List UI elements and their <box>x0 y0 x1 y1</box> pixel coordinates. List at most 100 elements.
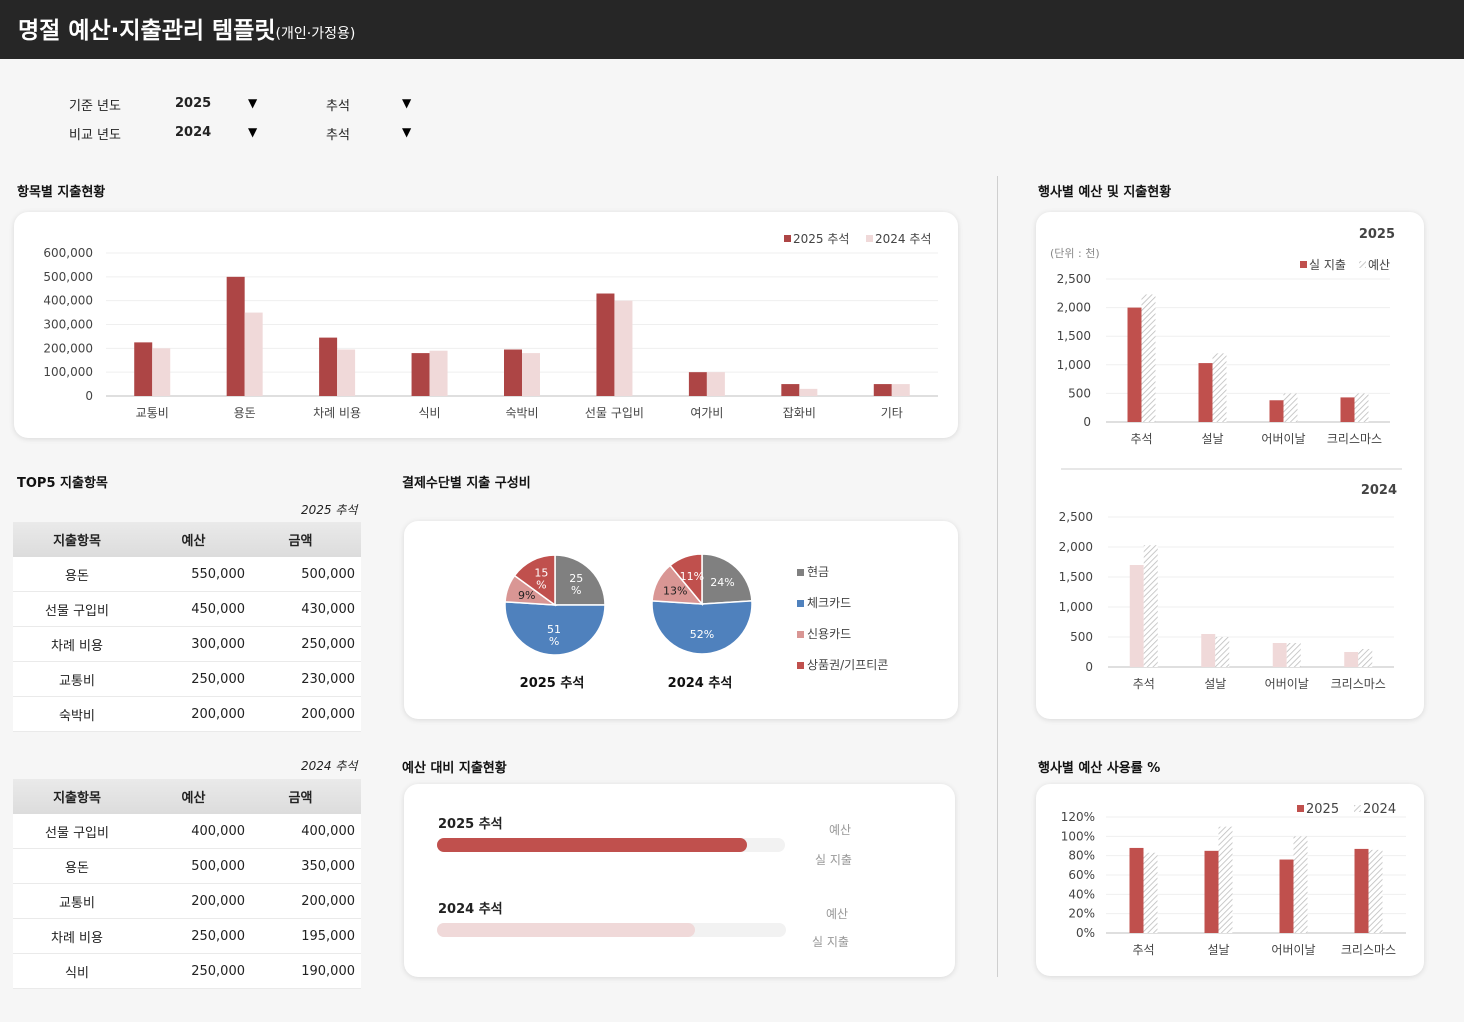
table-row: 선물 구입비 400,000 400,000 <box>13 814 361 849</box>
bar-2024 <box>1368 849 1383 933</box>
pie-value-label: 52% <box>690 628 714 641</box>
x-tick-label: 크리스마스 <box>1341 943 1396 957</box>
compare-event-dropdown-icon[interactable]: ▼ <box>402 125 412 139</box>
pie-slice-상품권/기프티콘 <box>669 553 703 607</box>
bar-2025 추석 <box>596 293 615 396</box>
col-header-item: 지출항목 <box>13 522 141 557</box>
x-tick-label: 어버이날 <box>1261 432 1305 446</box>
payment-card: 25% 51% 9% 15% 2025 추석 24% 52% 13% 11% 2024 추석 현금 체… <box>404 521 958 719</box>
compare-event-value[interactable]: 추석 <box>326 128 350 143</box>
unit-label: (단위 : 천) <box>1050 246 1100 260</box>
table-row: 차례 비용 300,000 250,000 <box>13 626 361 662</box>
cell-item: 교통비 <box>13 883 141 919</box>
y-tick-label: 80% <box>1068 849 1095 863</box>
base-event-value[interactable]: 추석 <box>326 99 350 114</box>
legend-swatch <box>797 662 804 669</box>
y-tick-label: 500 <box>1070 630 1093 644</box>
cell-amount: 250,000 <box>245 626 361 662</box>
bar-실 지출 <box>1269 400 1284 422</box>
table-row: 교통비 250,000 230,000 <box>13 661 361 697</box>
y-tick-label: 40% <box>1068 887 1095 901</box>
cell-budget: 500,000 <box>141 848 245 884</box>
base-year-label: 기준 년도 <box>69 99 121 114</box>
legend-label: 2025 <box>1306 802 1339 817</box>
table-row: 용돈 500,000 350,000 <box>13 848 361 884</box>
table-row: 식비 250,000 190,000 <box>13 953 361 989</box>
bar-실 지출 <box>1340 397 1355 422</box>
y-tick-label: 0 <box>1085 660 1093 674</box>
x-tick-label: 크리스마스 <box>1331 677 1386 691</box>
pie-value-label: % <box>549 635 559 648</box>
y-tick-label: 1,000 <box>1057 358 1091 372</box>
y-tick-label: 2,000 <box>1057 301 1091 315</box>
cell-budget: 550,000 <box>141 557 245 592</box>
legend-swatch <box>797 569 804 576</box>
bar-2025 추석 <box>688 372 707 396</box>
x-tick-label: 여가비 <box>690 406 723 420</box>
section-title-budget-vs: 예산 대비 지출현황 <box>402 761 507 776</box>
cell-item: 식비 <box>13 953 141 989</box>
bar-예산 <box>1283 393 1298 422</box>
pie-value-label: 11% <box>680 570 704 583</box>
x-tick-label: 교통비 <box>136 406 169 420</box>
bar-series-0 <box>1272 643 1287 667</box>
pie-slice-체크카드 <box>504 601 606 656</box>
cell-item: 선물 구입비 <box>13 814 141 849</box>
pie-slice-현금 <box>701 553 753 605</box>
compare-year-value[interactable]: 2024 <box>175 125 212 140</box>
cell-item: 차례 비용 <box>13 626 141 662</box>
legend-swatch <box>784 235 791 242</box>
col-header-budget: 예산 <box>141 522 245 557</box>
bar-2024 추석 <box>614 300 633 396</box>
bar-series-0 <box>1344 652 1359 667</box>
section-title-usage: 행사별 예산 사용률 % <box>1038 761 1161 776</box>
bar-2024 <box>1143 852 1158 933</box>
legend-swatch <box>797 600 804 607</box>
bar-2024 <box>1218 826 1233 933</box>
progress-2024-spent-label: 실 지출 <box>812 935 849 949</box>
cell-budget: 250,000 <box>141 953 245 989</box>
bar-예산 <box>1354 393 1369 422</box>
bar-series-0 <box>1201 634 1216 667</box>
col-header-item: 지출항목 <box>13 779 141 814</box>
legend-swatch <box>1359 261 1366 268</box>
legend-label: 2024 <box>1363 802 1396 817</box>
cell-item: 선물 구입비 <box>13 591 141 627</box>
x-tick-label: 추석 <box>1130 432 1152 446</box>
legend-label: 현금 <box>807 565 829 579</box>
y-tick-label: 0 <box>1083 415 1091 429</box>
compare-year-dropdown-icon[interactable]: ▼ <box>248 125 258 139</box>
bar-2024 <box>1293 836 1308 933</box>
bar-series-1 <box>1215 637 1230 667</box>
x-tick-label: 크리스마스 <box>1327 432 1382 446</box>
bar-2024 추석 <box>244 312 263 396</box>
x-tick-label: 추석 <box>1133 677 1155 691</box>
y-tick-label: 1,500 <box>1059 570 1093 584</box>
legend-swatch <box>1297 805 1304 812</box>
progress-2024-budget-label: 예산 <box>826 907 849 921</box>
x-tick-label: 용돈 <box>234 406 256 420</box>
pie-slice-상품권/기프티콘 <box>513 554 556 607</box>
legend-swatch <box>1354 805 1361 812</box>
cell-budget: 250,000 <box>141 661 245 697</box>
table-row: 교통비 200,000 200,000 <box>13 883 361 919</box>
bar-예산 <box>1212 353 1227 422</box>
x-tick-label: 설날 <box>1201 432 1223 446</box>
cell-budget: 200,000 <box>141 883 245 919</box>
chart-title: 2024 <box>1361 483 1397 498</box>
progress-2024-label: 2024 추석 <box>438 902 503 917</box>
legend-label: 실 지출 <box>1309 258 1346 272</box>
y-tick-label: 20% <box>1068 907 1095 921</box>
cell-item: 차례 비용 <box>13 918 141 954</box>
y-tick-label: 2,000 <box>1059 540 1093 554</box>
base-event-dropdown-icon[interactable]: ▼ <box>402 96 412 110</box>
base-year-value[interactable]: 2025 <box>175 96 212 111</box>
cell-item: 교통비 <box>13 661 141 697</box>
section-title-category: 항목별 지출현황 <box>17 185 106 200</box>
cell-amount: 200,000 <box>245 883 361 919</box>
budget-vs-card: 2025 추석 예산 실 지출 2024 추석 예산 실 지출 <box>404 784 955 977</box>
base-year-dropdown-icon[interactable]: ▼ <box>248 96 258 110</box>
pie-value-label: % <box>536 578 546 591</box>
y-tick-label: 0% <box>1076 926 1095 940</box>
cell-item: 숙박비 <box>13 696 141 732</box>
